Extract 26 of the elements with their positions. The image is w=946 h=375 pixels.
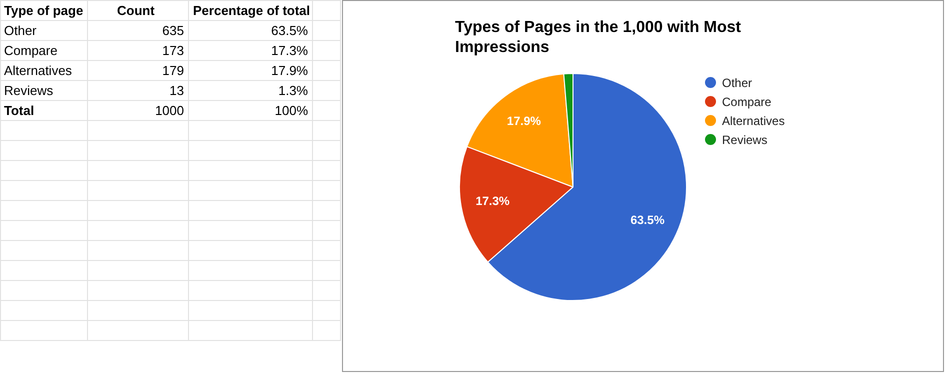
text: 179 <box>162 62 184 80</box>
data-label: 63.5% <box>630 212 665 227</box>
text: Percentage of total <box>193 2 310 20</box>
text: 17.9% <box>271 62 308 80</box>
text: Reviews <box>4 82 54 100</box>
text: Total <box>4 102 34 120</box>
text: 63.5% <box>271 22 308 40</box>
legend-label: Compare <box>721 94 772 110</box>
text: Type of page <box>4 2 84 20</box>
text: 635 <box>162 22 184 40</box>
text: 1.3% <box>278 82 308 100</box>
text: 100% <box>274 102 308 120</box>
data-label: 17.3% <box>476 194 510 208</box>
data-label: 17.9% <box>506 114 542 128</box>
text: 173 <box>162 42 184 60</box>
chart-title: Types of Pages in the 1,000 with Most Impressions <box>455 18 742 58</box>
text: Other <box>4 22 37 40</box>
text: Alternatives <box>4 62 72 80</box>
legend-label: Alternatives <box>721 112 785 130</box>
legend-label: Other <box>721 74 754 92</box>
text: 1000 <box>155 102 184 120</box>
text: 17.3% <box>271 42 308 60</box>
text: Count <box>117 2 155 20</box>
text: Compare <box>4 42 58 60</box>
legend-label: Reviews <box>721 132 768 148</box>
text: 13 <box>170 82 184 100</box>
